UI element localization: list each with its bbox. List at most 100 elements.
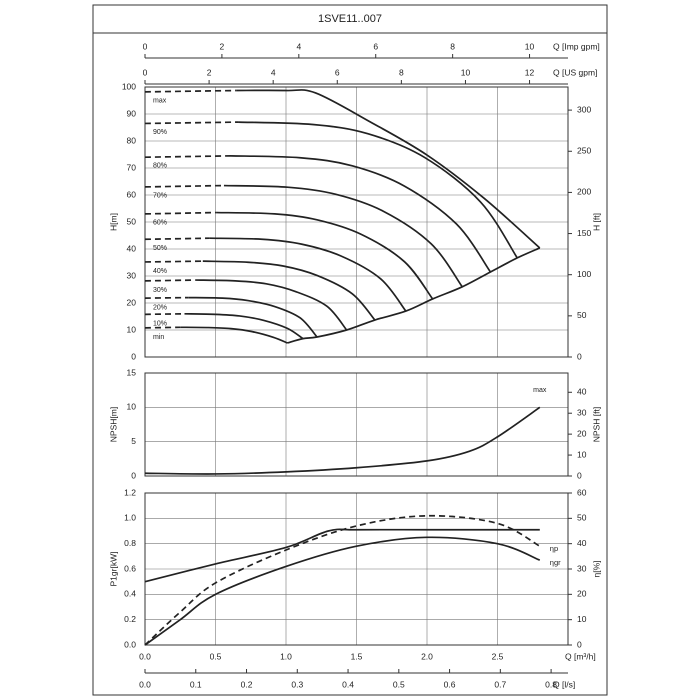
curve [144,296,189,299]
y-tick-label: 0.6 [124,563,136,573]
frame [92,4,608,696]
x-tick-label: 0.7 [494,679,506,689]
y2-axis-label: H [ft] [591,213,601,231]
y2-tick-label: 0 [577,351,582,361]
x-tick-label: 2 [207,67,212,77]
curve-label: 90% [153,129,167,136]
curve [223,184,463,288]
y-tick-label: 50 [127,216,137,226]
curve-label: 80% [153,163,167,170]
x-tick-label: 8 [399,67,404,77]
curve [144,237,210,241]
x-tick-label: 0.3 [291,679,303,689]
curve-label: 20% [153,304,167,311]
y2-axis-label: NPSH [ft] [591,407,601,442]
y-tick-label: 10 [127,324,137,334]
y2-tick-label: 50 [577,310,587,320]
x-tick-label: 10 [525,41,535,51]
x-axis-label: Q [Imp gpm] [553,41,600,51]
y-tick-label: 100 [122,81,136,91]
x-axis-label: Q [l/s] [553,679,575,689]
curve [144,211,217,215]
curve [209,237,407,312]
curve [202,260,376,321]
x-tick-label: 4 [271,67,276,77]
curve [144,528,540,583]
curve [180,326,288,344]
x-tick-label: 6 [335,67,340,77]
y2-tick-label: 20 [577,428,587,438]
y-tick-label: 1.0 [124,513,136,523]
curve-label: 30% [153,287,167,294]
y-axis-label: NPSH[m] [108,407,118,442]
y-tick-label: 0.8 [124,538,136,548]
y-tick-label: 0.0 [124,639,136,649]
curve [230,155,492,273]
y-axis-label: P1gr[kW] [108,552,118,587]
curve [195,279,348,331]
x-axis-label: Q [US gpm] [553,67,597,77]
x-tick-label: 2.5 [492,651,504,661]
curve [144,155,232,159]
y-tick-label: 0.4 [124,589,136,599]
x-tick-label: 0.5 [393,679,405,689]
y2-tick-label: 10 [577,614,587,624]
curve-label: 10% [153,321,167,328]
x-tick-label: 2.0 [421,651,433,661]
y2-tick-label: 30 [577,563,587,573]
curve [144,514,541,646]
plot-border [144,372,569,477]
x-tick-label: 1.0 [280,651,292,661]
y2-tick-label: 60 [577,487,587,497]
y2-axis-label: η[%] [591,560,601,577]
curve-label: 40% [153,268,167,275]
curve [236,89,541,249]
x-tick-label: 10 [461,67,471,77]
curve-label: max [533,387,547,394]
curve [184,312,304,340]
y-tick-label: 70 [127,162,137,172]
x-tick-label: 8 [450,41,455,51]
y2-tick-label: 30 [577,407,587,417]
curve [144,279,196,282]
y-tick-label: 20 [127,297,137,307]
y2-tick-label: 20 [577,589,587,599]
y-tick-label: 10 [127,402,137,412]
curve-label: 50% [153,245,167,252]
y-tick-label: 30 [127,270,137,280]
y-tick-label: 5 [131,436,136,446]
curve [144,536,541,646]
y-tick-label: 80 [127,135,137,145]
x-tick-label: 0.4 [342,679,354,689]
x-tick-label: 4 [296,41,301,51]
curve [287,247,541,344]
y2-tick-label: 0 [577,470,582,480]
curve-label: 60% [153,219,167,226]
curve [144,89,237,93]
curve [144,184,224,188]
x-tick-label: 6 [373,41,378,51]
x-tick-label: 0.1 [190,679,202,689]
plot-border [144,86,569,358]
y2-tick-label: 50 [577,513,587,523]
y2-tick-label: 0 [577,639,582,649]
y-tick-label: 0 [131,470,136,480]
curve-label: ηp [550,544,558,553]
y2-tick-label: 100 [577,269,591,279]
x-tick-label: 1.5 [351,651,363,661]
y2-tick-label: 150 [577,228,591,238]
x-tick-label: 0.8 [545,679,557,689]
x-tick-label: 0 [143,41,148,51]
curve-label: max [153,97,167,104]
y2-tick-label: 40 [577,538,587,548]
y-tick-label: 0.2 [124,614,136,624]
y2-tick-label: 200 [577,187,591,197]
plot-border [144,492,569,646]
y-tick-label: 40 [127,243,137,253]
x-tick-label: 0.2 [241,679,253,689]
y-tick-label: 15 [127,367,137,377]
y-tick-label: 0 [131,351,136,361]
curve [188,296,318,338]
y-tick-label: 90 [127,108,137,118]
